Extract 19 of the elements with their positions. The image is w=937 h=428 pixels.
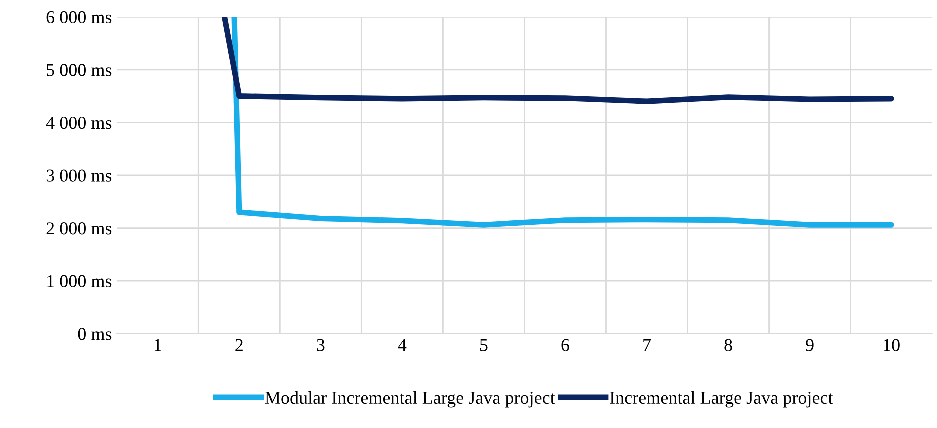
x-tick-label: 5: [480, 339, 488, 352]
y-tick-label: 3 000 ms: [46, 170, 112, 182]
y-tick-label: 5 000 ms: [47, 64, 112, 76]
x-tick-label: 3: [317, 339, 325, 352]
legend-label: Modular Incremental Large Java project: [265, 391, 556, 408]
x-tick-label: 4: [398, 339, 407, 352]
x-tick-label: 9: [806, 339, 814, 352]
x-tick-label: 2: [236, 339, 243, 352]
y-tick-label: 4 000 ms: [46, 116, 112, 130]
y-tick-label: 2 000 ms: [46, 222, 112, 235]
x-tick-label: 7: [644, 339, 651, 352]
y-tick-label: 6 000 ms: [46, 11, 112, 24]
x-tick-label: 8: [724, 339, 732, 352]
x-tick-label: 6: [562, 339, 570, 352]
x-tick-label: 1: [154, 339, 162, 352]
legend-label: Incremental Large Java project: [610, 391, 834, 408]
y-tick-label: 1 000 ms: [48, 275, 112, 288]
x-tick-label: 10: [884, 339, 900, 352]
y-tick-label: 0 ms: [78, 328, 112, 340]
